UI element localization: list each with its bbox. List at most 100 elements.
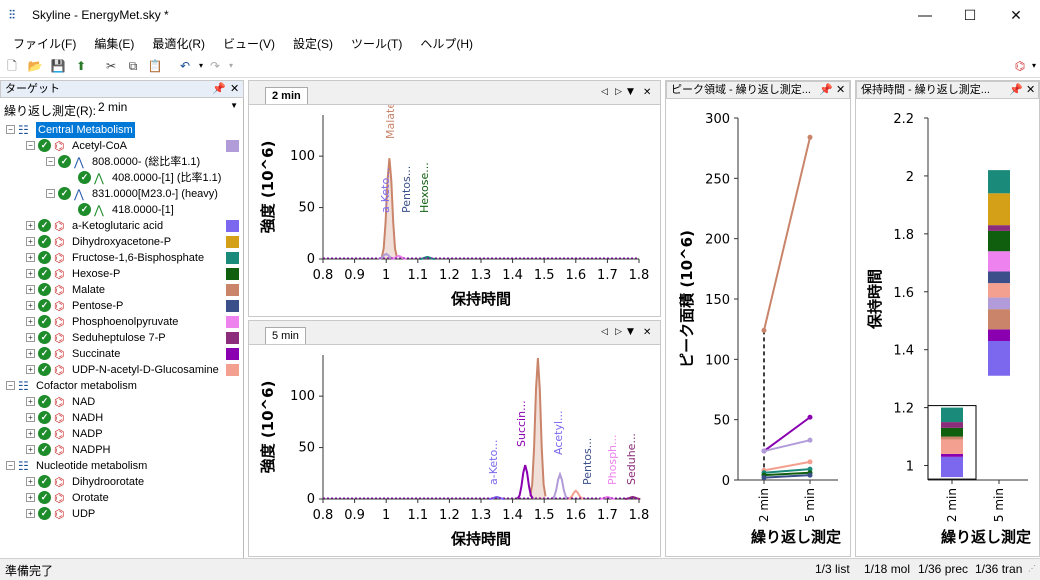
pin-icon[interactable]: 📌 [212,83,226,95]
next-graph-icon[interactable]: ▷ [615,327,622,337]
collapse-icon[interactable]: − [26,141,35,150]
tree-molecule-8[interactable]: + ✓ ⌬ Succinate [0,346,243,362]
x-tick-label: 0.9 [344,268,365,283]
close-panel-icon[interactable]: ✕ [836,84,846,96]
prev-graph-icon[interactable]: ◁ [601,327,608,337]
targets-title: ターゲット [5,83,60,95]
expand-icon[interactable]: + [26,477,35,486]
new-icon[interactable]: 🗋 [7,59,17,73]
tree-nucleotide-2[interactable]: + ✓ ⌬ UDP [0,506,243,522]
prev-graph-icon[interactable]: ◁ [601,87,608,97]
tree-molecule-9[interactable]: + ✓ ⌬ UDP-N-acetyl-D-Glucosamine [0,362,243,378]
publish-icon[interactable]: ⬆ [75,59,87,73]
open-icon[interactable]: 📂 [27,59,43,73]
tree-molecule-6[interactable]: + ✓ ⌬ Phosphoenolpyruvate [0,314,243,330]
redo-dropdown-icon[interactable]: ▾ [228,61,233,70]
expand-icon[interactable]: + [26,445,35,454]
check-icon: ✓ [38,251,51,264]
menu-help[interactable]: ヘルプ(H) [420,36,473,51]
tree-cofactor-1[interactable]: + ✓ ⌬ NADH [0,410,243,426]
tree-group-central[interactable]: − ☷ Central Metabolism [0,122,243,138]
tree-nucleotide-1[interactable]: + ✓ ⌬ Orotate [0,490,243,506]
retention-time-chart[interactable]: 1 1.2 1.4 1.6 1.8 2 2.2 2 min 5 min 繰り返し測定 保持時間 [856,100,1039,556]
tree-label: 808.0000- (総比率1.1) [92,156,201,168]
expand-icon[interactable]: + [26,349,35,358]
menu-settings[interactable]: 設定(S) [293,36,333,51]
expand-icon[interactable]: + [26,301,35,310]
tree-group-cofactor[interactable]: − ☷ Cofactor metabolism [0,378,243,394]
tree-nucleotide-0[interactable]: + ✓ ⌬ Dihydroorotate [0,474,243,490]
expand-icon[interactable]: + [26,317,35,326]
tree-label: UDP [72,508,96,520]
menu-edit[interactable]: 編集(E) [94,36,135,51]
expand-icon[interactable]: + [26,253,35,262]
close-panel-icon[interactable]: ✕ [230,83,240,95]
tab-5min[interactable]: 5 min [265,327,306,344]
replicate-dropdown[interactable]: 2 min ▼ [94,100,242,118]
check-icon: ✓ [38,219,51,232]
tree-cofactor-3[interactable]: + ✓ ⌬ NADPH [0,442,243,458]
minimize-button[interactable]: ― [918,7,932,24]
pin-icon[interactable]: 📌 [1009,84,1023,96]
collapse-icon[interactable]: − [6,381,15,390]
undo-icon[interactable]: ↶ [179,59,191,73]
tree-cofactor-0[interactable]: + ✓ ⌬ NAD [0,394,243,410]
menu-file[interactable]: ファイル(F) [13,36,77,51]
collapse-icon[interactable]: − [46,189,55,198]
next-graph-icon[interactable]: ▷ [615,87,622,97]
tree-transition-418[interactable]: ✓ ⋀ 418.0000-[1] [0,202,243,218]
expand-icon[interactable]: + [26,493,35,502]
undo-dropdown-icon[interactable]: ▾ [198,61,203,70]
menu-refine[interactable]: 最適化(R) [152,36,205,51]
maximize-button[interactable]: ☐ [963,7,977,24]
collapse-icon[interactable]: − [6,461,15,470]
expand-icon[interactable]: + [26,429,35,438]
copy-icon[interactable]: ⧉ [128,59,138,73]
tree-molecule-2[interactable]: + ✓ ⌬ Fructose-1,6-Bisphosphate [0,250,243,266]
tree-molecule-1[interactable]: + ✓ ⌬ Dihydroxyacetone-P [0,234,243,250]
collapse-icon[interactable]: − [6,125,15,134]
tree-precursor-831[interactable]: − ✓ ⋀ 831.0000[M23.0-] (heavy) [0,186,243,202]
graph-menu-icon[interactable]: ▼ [627,87,634,97]
expand-icon[interactable]: + [26,221,35,230]
expand-icon[interactable]: + [26,237,35,246]
peak-area-chart[interactable]: 0 50 100 150 200 250 300 2 min 5 min 繰り返し測定 ピーク面積 … [666,100,850,556]
chromatogram-5min[interactable]: 0 50 100 0.8 0.9 1 1.1 1.2 1.3 1.4 1.5 1.6 1.7 1.8 保持時… [249,345,660,557]
tree-molecule-3[interactable]: + ✓ ⌬ Hexose-P [0,266,243,282]
tree-group-nucleotide[interactable]: − ☷ Nucleotide metabolism [0,458,243,474]
resize-grip-icon[interactable]: ⋰ [1028,564,1036,573]
redo-icon[interactable]: ↷ [209,59,221,73]
tab-2min[interactable]: 2 min [265,87,308,104]
collapse-icon[interactable]: − [46,157,55,166]
tree-molecule-7[interactable]: + ✓ ⌬ Seduheptulose 7-P [0,330,243,346]
close-panel-icon[interactable]: ✕ [1026,84,1036,96]
tree-molecule-5[interactable]: + ✓ ⌬ Pentose-P [0,298,243,314]
graph-menu-icon[interactable]: ▼ [627,327,634,337]
expand-icon[interactable]: + [26,413,35,422]
menu-tools[interactable]: ツール(T) [351,36,403,51]
close-graph-icon[interactable]: ✕ [643,327,652,338]
tree-transition-408[interactable]: ✓ ⋀ 408.0000-[1] (比率1.1) [0,170,243,186]
expand-icon[interactable]: + [26,365,35,374]
expand-icon[interactable]: + [26,333,35,342]
expand-icon[interactable]: + [26,509,35,518]
paste-icon[interactable]: 📋 [147,59,163,73]
tree-molecule-4[interactable]: + ✓ ⌬ Malate [0,282,243,298]
expand-icon[interactable]: + [26,397,35,406]
tree-molecule-acetyl-coa[interactable]: − ✓ ⌬ Acetyl-CoA [0,138,243,154]
expand-icon[interactable]: + [26,285,35,294]
close-graph-icon[interactable]: ✕ [643,87,652,98]
tree-molecule-0[interactable]: + ✓ ⌬ a-Ketoglutaric acid [0,218,243,234]
close-button[interactable]: ✕ [1010,7,1022,24]
expand-icon[interactable]: + [26,269,35,278]
save-icon[interactable]: 💾 [50,59,66,73]
tree-precursor-808[interactable]: − ✓ ⋀ 808.0000- (総比率1.1) [0,154,243,170]
molecule-mode-icon[interactable]: ⌬ [1014,59,1026,73]
status-text: 準備完了 [5,564,54,578]
menu-view[interactable]: ビュー(V) [223,36,275,51]
mode-dropdown-icon[interactable]: ▾ [1031,61,1036,70]
pin-icon[interactable]: 📌 [819,84,833,96]
chromatogram-2min[interactable]: 0 50 100 0.8 0.9 1 1.1 1.2 1.3 1.4 1.5 1.6 1.7 1.8 保持時… [249,105,660,317]
cut-icon[interactable]: ✂ [105,59,117,73]
tree-cofactor-2[interactable]: + ✓ ⌬ NADP [0,426,243,442]
